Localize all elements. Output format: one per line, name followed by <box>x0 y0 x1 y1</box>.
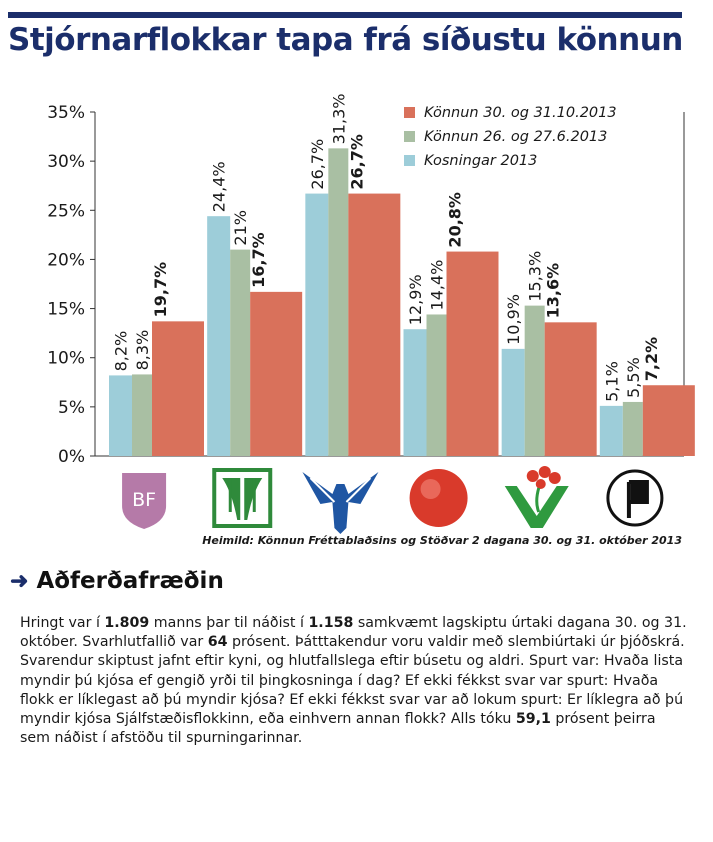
vg-flower-dot <box>538 466 551 478</box>
section-title: Aðferðafræðin <box>36 568 224 594</box>
vg-flower-dot <box>548 472 561 484</box>
vg-v-shape <box>504 486 569 528</box>
falcon-shape <box>302 472 379 534</box>
data-label: 12,9% <box>406 274 425 325</box>
bold-figure: 64 <box>207 634 228 651</box>
vg-flower-icon <box>504 466 569 528</box>
framsokn-book-icon <box>212 468 273 528</box>
top-rule <box>8 12 682 18</box>
data-label: 8,2% <box>112 331 131 372</box>
data-label: 20,8% <box>446 192 465 248</box>
bar <box>348 193 401 456</box>
legend-swatch <box>404 155 415 166</box>
bar <box>426 314 447 456</box>
data-label: 26,7% <box>347 134 366 190</box>
text-run: prósent þeirra sem náðist í afstöðu til … <box>20 711 656 747</box>
text-run: prósent. Þátttakendur voru valdir með sl… <box>20 634 685 728</box>
vg-stem <box>535 487 541 513</box>
bar <box>642 385 695 456</box>
bold-figure: 1.158 <box>308 615 354 631</box>
legend-entry: Kosningar 2013 <box>424 153 537 169</box>
bar <box>501 348 525 456</box>
bar <box>403 329 427 456</box>
bar <box>132 374 152 456</box>
bar <box>230 249 251 456</box>
section-heading: ➜ Aðferðafræðin <box>10 568 224 594</box>
data-label: 13,6% <box>544 263 563 319</box>
y-tick-label: 0% <box>58 447 85 467</box>
red-rose-ball-icon <box>409 469 468 527</box>
y-tick-label: 20% <box>47 250 85 270</box>
falcon-icon <box>302 472 379 534</box>
data-label: 16,7% <box>249 232 268 288</box>
source-note: Heimild: Könnun Fréttablaðsins og Stöðva… <box>202 534 682 547</box>
page-title: Stjórnarflokkar tapa frá síðustu könnun <box>8 22 683 58</box>
rose-ball <box>409 469 468 527</box>
vg-flower-dot <box>526 470 539 482</box>
book-page-right <box>244 478 263 520</box>
data-label: 26,7% <box>308 139 327 190</box>
bar <box>328 148 349 456</box>
y-tick-label: 25% <box>47 201 85 221</box>
bar <box>305 193 329 456</box>
bold-figure: 1.809 <box>104 615 150 631</box>
pirate-flag <box>626 480 649 518</box>
y-tick-label: 30% <box>47 152 85 172</box>
legend-entry: Könnun 30. og 31.10.2013 <box>424 105 617 121</box>
bar-chart: 0% 5% 10% 15% 20% 25% 30% 35% 8,2% 8,3% 19,7% 24,4%… <box>47 94 695 534</box>
logo-letters: BF <box>132 489 156 511</box>
pirate-flag-fill <box>630 484 646 500</box>
legend-swatch <box>404 107 415 118</box>
legend-entry: Könnun 26. og 27.6.2013 <box>424 129 607 145</box>
data-label: 15,3% <box>526 251 545 302</box>
data-label: 21% <box>231 210 250 246</box>
data-label: 7,2% <box>642 337 661 381</box>
bar <box>250 291 303 456</box>
falcon-feathers <box>309 477 372 503</box>
bar <box>446 251 499 456</box>
bf-shield-icon: BF <box>122 473 167 529</box>
data-label: 10,9% <box>504 294 523 345</box>
y-tick-label: 15% <box>47 300 85 320</box>
y-tick-label: 10% <box>47 349 85 369</box>
bar <box>622 401 643 456</box>
bar <box>599 405 623 456</box>
bar <box>524 305 545 456</box>
data-label: 19,7% <box>151 262 170 318</box>
book-page-left <box>222 478 241 520</box>
data-label: 5,5% <box>624 357 643 398</box>
text-run: Hringt var í <box>20 615 105 631</box>
vg-flower-dot <box>535 479 546 489</box>
y-tick-label: 5% <box>58 398 85 418</box>
data-label: 24,4% <box>210 161 229 212</box>
data-label: 14,4% <box>428 260 447 311</box>
arrow-right-icon: ➜ <box>10 568 29 593</box>
bar <box>544 322 597 456</box>
pirate-flag-icon <box>606 469 664 527</box>
methodology-text: Hringt var í 1.809 manns þar til náðist … <box>20 614 688 748</box>
data-label: 8,3% <box>133 330 152 371</box>
rose-highlight <box>420 479 441 499</box>
bar <box>109 375 132 456</box>
bar <box>152 321 204 456</box>
bold-figure: 59,1 <box>515 711 551 728</box>
legend-swatch <box>404 131 415 142</box>
data-label: 5,1% <box>602 361 621 402</box>
book-lines <box>228 478 256 512</box>
shield-shape <box>122 473 167 529</box>
text-run: samkvæmt lagskiptu úrtaki dagana 30. og … <box>20 615 687 651</box>
data-label: 31,3% <box>329 94 348 145</box>
y-tick-label: 35% <box>47 103 85 123</box>
text-run: manns þar til náðist í <box>149 615 309 631</box>
bar <box>207 216 231 456</box>
